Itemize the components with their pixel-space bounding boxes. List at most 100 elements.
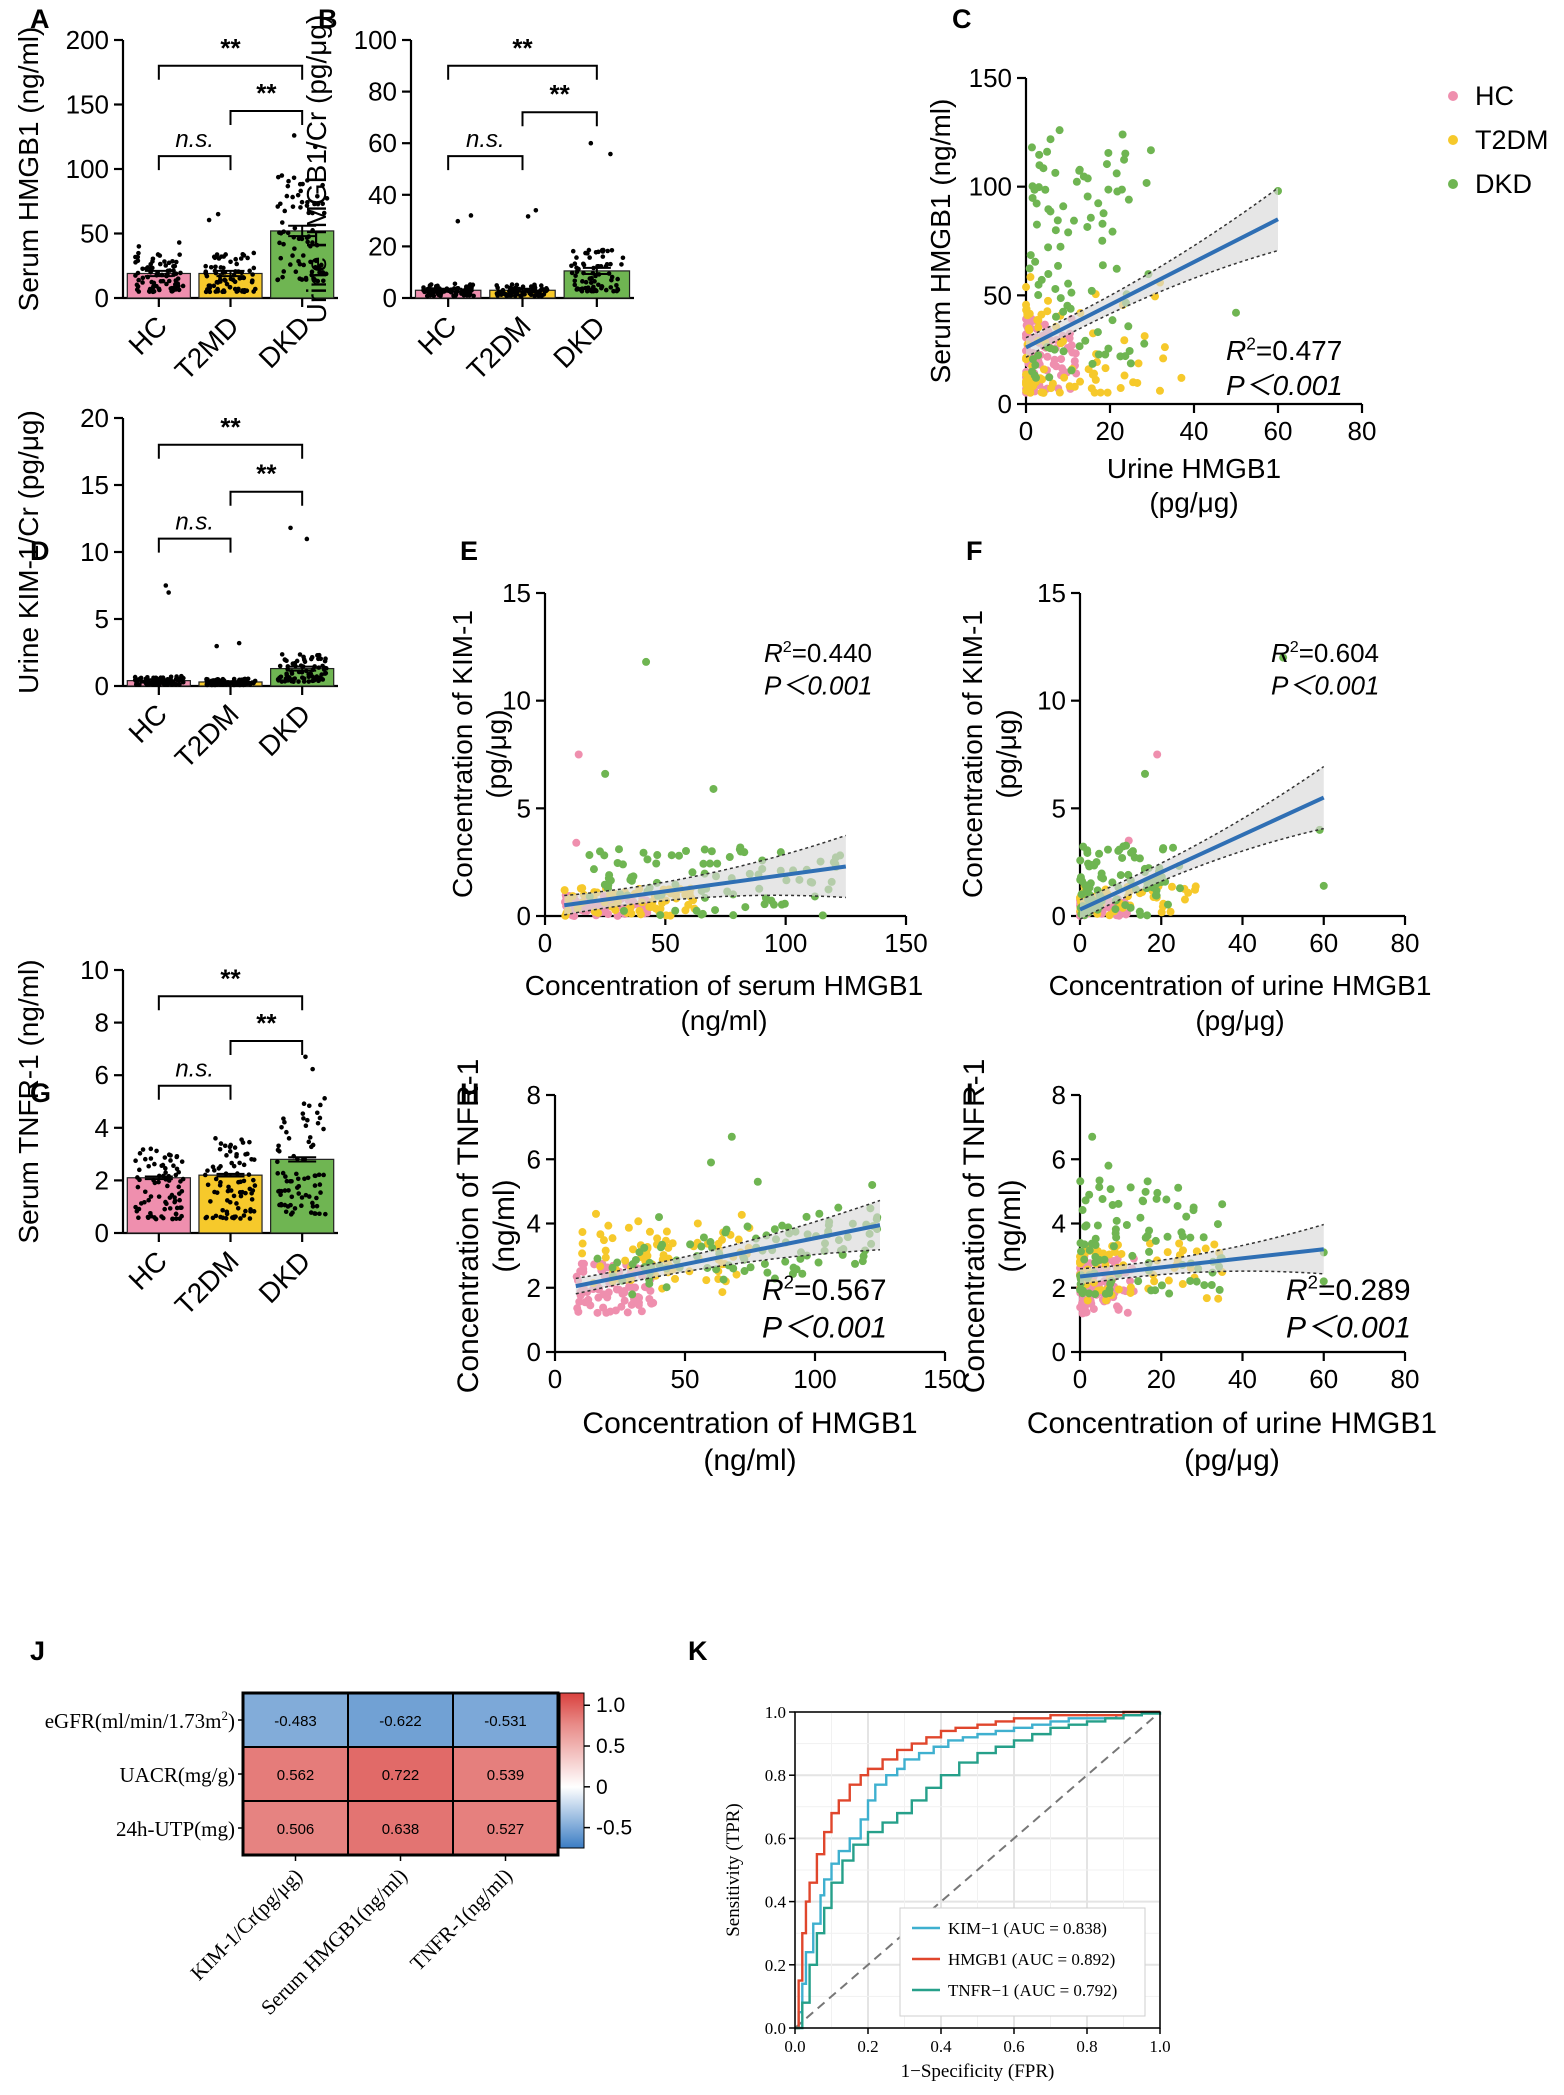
data-point — [538, 283, 544, 288]
data-point-t2dm — [1150, 1277, 1159, 1286]
legend-label-t2dm: T2DM — [1475, 125, 1549, 155]
data-point-dkd — [1077, 890, 1086, 899]
data-point — [250, 272, 255, 277]
data-point-dkd — [1088, 359, 1097, 368]
data-point-dkd — [1035, 161, 1044, 170]
data-point — [290, 1210, 295, 1215]
data-point-dkd — [1054, 261, 1063, 270]
data-point — [301, 262, 307, 268]
data-point — [310, 1204, 316, 1209]
data-point-t2dm — [1090, 388, 1099, 397]
data-point-t2dm — [693, 1219, 702, 1228]
data-point-dkd — [1163, 900, 1172, 909]
data-point-dkd — [1031, 373, 1040, 382]
data-point — [247, 1139, 252, 1145]
data-point — [238, 1193, 244, 1199]
data-point — [306, 1139, 312, 1145]
data-point-dkd — [736, 843, 745, 852]
data-point — [243, 1152, 248, 1157]
data-point-t2dm — [684, 900, 693, 909]
data-point-dkd — [1028, 182, 1037, 191]
roc-legend-label: TNFR−1 (AUC = 0.792) — [948, 1981, 1117, 2000]
data-point-t2dm — [1038, 375, 1047, 384]
data-point — [203, 289, 209, 295]
data-point — [498, 289, 504, 295]
data-point-dkd — [686, 1240, 695, 1249]
data-point — [134, 287, 140, 292]
data-point — [428, 292, 433, 298]
data-point-dkd — [711, 906, 720, 915]
data-point-dkd — [628, 1260, 637, 1269]
data-point-t2dm — [1210, 1240, 1219, 1249]
data-point-t2dm — [1116, 384, 1125, 393]
y-tick-label: 8 — [1052, 1080, 1066, 1110]
data-point-t2dm — [1096, 388, 1105, 397]
r-squared-label: R2=0.440 — [764, 638, 872, 668]
data-point-dkd — [619, 906, 628, 915]
data-point — [177, 682, 182, 687]
data-point — [291, 175, 297, 181]
data-point-dkd — [1120, 155, 1129, 164]
data-point — [234, 1201, 239, 1206]
data-point — [157, 287, 162, 293]
data-point — [135, 254, 141, 260]
data-point-t2dm — [645, 1227, 654, 1236]
data-point — [537, 292, 543, 298]
roc-legend-label: HMGB1 (AUC = 0.892) — [948, 1950, 1115, 1969]
data-point — [213, 289, 219, 294]
data-point — [569, 263, 574, 269]
data-point-dkd — [593, 1254, 602, 1263]
data-point — [282, 1188, 288, 1193]
data-point-dkd — [1045, 373, 1054, 382]
data-point — [173, 1172, 179, 1178]
significance-label: n.s. — [175, 1056, 214, 1083]
data-point-dkd — [851, 1259, 860, 1268]
data-point-dkd — [1028, 367, 1037, 376]
data-point — [151, 284, 156, 289]
data-point — [163, 1166, 168, 1171]
data-point-dkd — [1114, 846, 1123, 855]
data-point-dkd — [1135, 854, 1144, 863]
data-point-t2dm — [1105, 1250, 1114, 1259]
data-point-dkd — [1145, 1226, 1154, 1235]
legend-label-hc: HC — [1475, 81, 1514, 111]
data-point-t2dm — [591, 1209, 600, 1218]
y-tick-label: 0 — [95, 283, 109, 313]
data-point-dkd — [709, 784, 718, 793]
data-point-dkd — [1085, 1289, 1094, 1298]
data-point-t2dm — [662, 911, 671, 920]
data-point-dkd — [699, 1233, 708, 1242]
x-tick-label: 80 — [1391, 928, 1420, 958]
data-point-t2dm — [1083, 1296, 1092, 1305]
data-point — [178, 1179, 183, 1184]
legend-label-dkd: DKD — [1475, 169, 1532, 199]
data-point-dkd — [1126, 359, 1135, 368]
data-point — [297, 261, 303, 267]
data-point-t2dm — [1163, 1248, 1172, 1257]
data-point — [231, 676, 237, 682]
data-point — [324, 196, 330, 201]
data-point-t2dm — [1099, 1249, 1108, 1258]
data-point — [179, 1159, 185, 1164]
data-point-dkd — [1152, 1194, 1161, 1203]
data-point-dkd — [769, 900, 778, 909]
data-point — [203, 269, 209, 274]
data-point-t2dm — [1192, 1247, 1201, 1256]
data-point-dkd — [618, 860, 627, 869]
data-point — [220, 289, 225, 295]
data-point-dkd — [1141, 1233, 1150, 1242]
data-point-dkd — [700, 845, 709, 854]
y-tick-label: 0 — [1052, 901, 1066, 931]
data-point-t2dm — [1191, 885, 1200, 894]
data-point-dkd — [713, 859, 722, 868]
data-point — [225, 1188, 231, 1194]
r-squared-label: R2=0.567 — [762, 1272, 887, 1307]
data-point-hc — [1123, 1308, 1132, 1317]
data-point-dkd — [815, 1209, 824, 1218]
heatmap-value: -0.483 — [274, 1713, 317, 1730]
data-point — [173, 1216, 179, 1221]
x-tick-label: 0 — [548, 1364, 562, 1394]
data-point — [308, 259, 313, 265]
